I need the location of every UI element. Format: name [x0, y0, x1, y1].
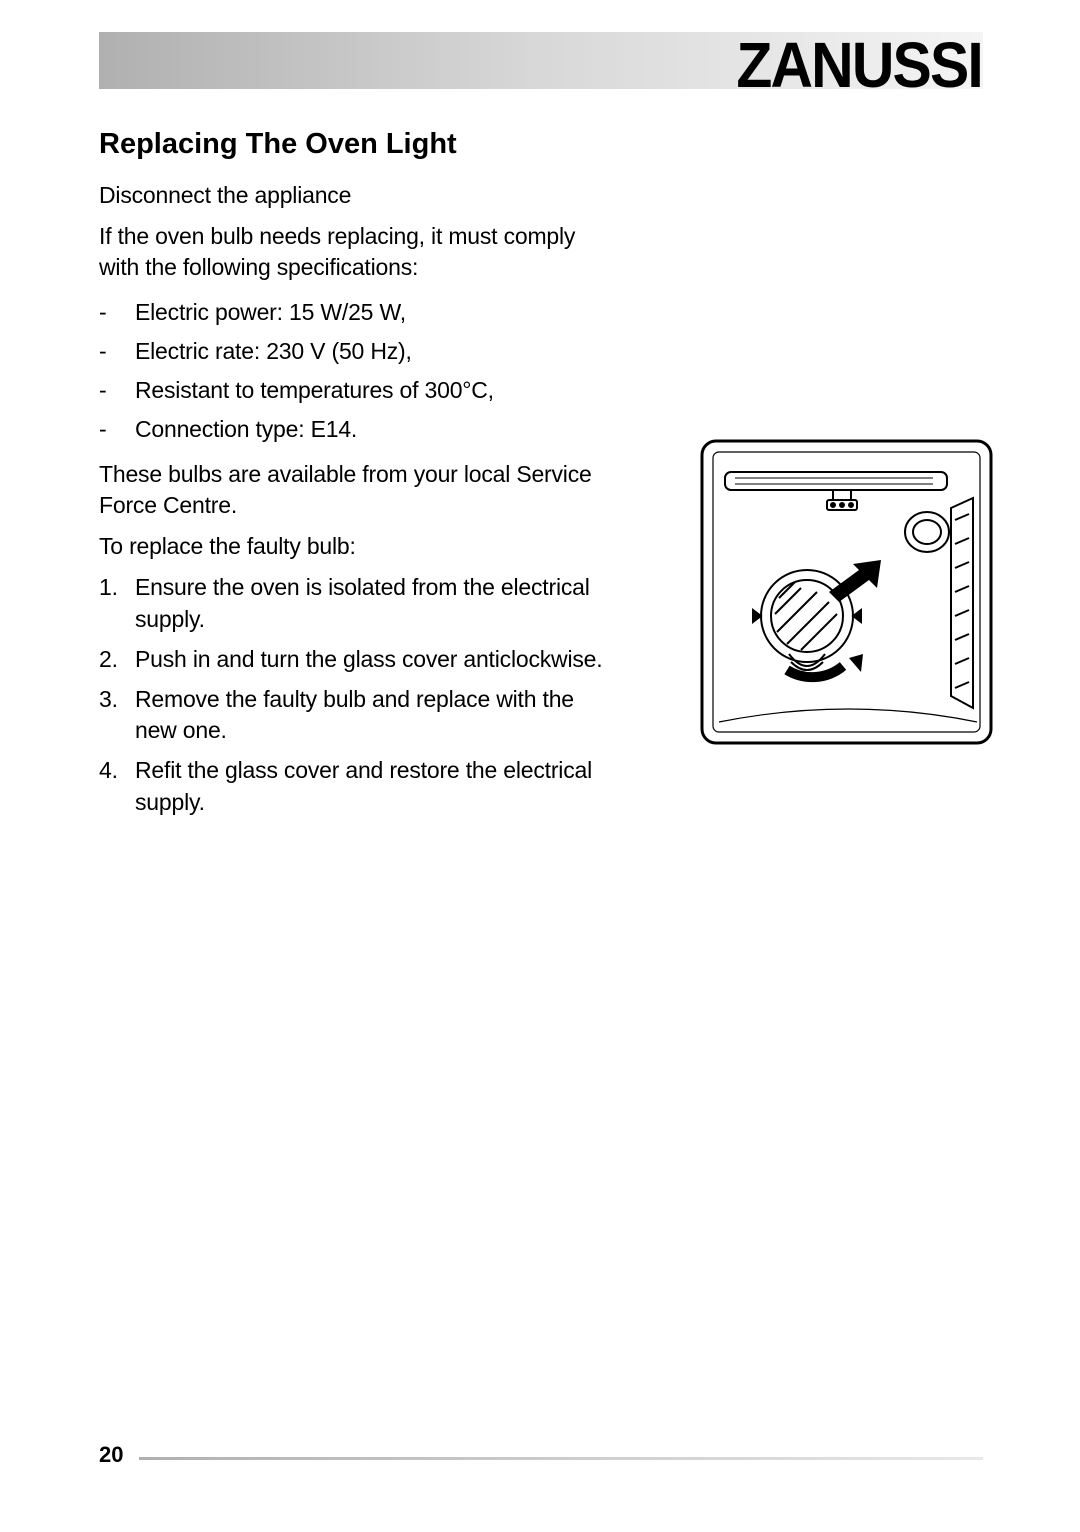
spec-text: Electric power: 15 W/25 W,: [135, 293, 406, 332]
intro-para-1: Disconnect the appliance: [99, 180, 609, 211]
step-text: Ensure the oven is isolated from the ele…: [135, 572, 609, 635]
step-item: Push in and turn the glass cover anticlo…: [99, 644, 609, 676]
section-heading: Replacing The Oven Light: [99, 127, 609, 162]
spec-item: -Electric rate: 230 V (50 Hz),: [99, 332, 609, 371]
manual-page: ZANUSSI Replacing The Oven Light Disconn…: [0, 0, 1080, 1532]
step-item: Refit the glass cover and restore the el…: [99, 755, 609, 818]
spec-item: -Connection type: E14.: [99, 410, 609, 449]
spec-text: Resistant to temperatures of 300°C,: [135, 371, 494, 410]
intro-para-2: If the oven bulb needs replacing, it mus…: [99, 221, 609, 283]
step-text: Push in and turn the glass cover anticlo…: [135, 644, 602, 676]
step-text: Refit the glass cover and restore the el…: [135, 755, 609, 818]
after-specs-para: These bulbs are available from your loca…: [99, 459, 609, 521]
spec-item: -Resistant to temperatures of 300°C,: [99, 371, 609, 410]
step-item: Ensure the oven is isolated from the ele…: [99, 572, 609, 635]
brand-logo: ZANUSSI: [736, 28, 982, 102]
oven-bulb-diagram: [699, 438, 994, 746]
diagram-svg: [699, 438, 994, 746]
step-item: Remove the faulty bulb and replace with …: [99, 684, 609, 747]
footer-rule: [139, 1457, 983, 1460]
spec-list: -Electric power: 15 W/25 W, -Electric ra…: [99, 293, 609, 449]
page-footer: 20: [99, 1442, 983, 1482]
main-text-column: Replacing The Oven Light Disconnect the …: [99, 127, 609, 827]
spec-text: Connection type: E14.: [135, 410, 357, 449]
spec-item: -Electric power: 15 W/25 W,: [99, 293, 609, 332]
replace-intro: To replace the faulty bulb:: [99, 531, 609, 562]
step-text: Remove the faulty bulb and replace with …: [135, 684, 609, 747]
steps-list: Ensure the oven is isolated from the ele…: [99, 572, 609, 818]
page-number: 20: [99, 1442, 123, 1468]
spec-text: Electric rate: 230 V (50 Hz),: [135, 332, 412, 371]
